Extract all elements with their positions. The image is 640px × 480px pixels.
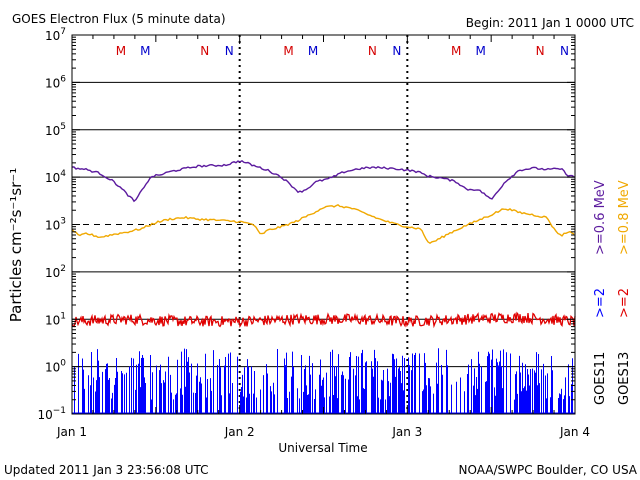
x-axis-ticks: Jan 1 Jan 2 Jan 3 Jan 4 <box>56 35 590 439</box>
noon-marker-3: N <box>225 44 234 58</box>
x-tick-label-0: Jan 1 <box>56 425 87 439</box>
series-layer <box>71 159 576 415</box>
series-goes13-2mev <box>71 311 576 329</box>
legend-g13-orange: >=0.8 MeV <box>617 180 632 255</box>
y-tick-label-8: 107 <box>45 27 66 43</box>
y-tick-label-0: 10−1 <box>37 406 66 422</box>
noon-marker-4: M <box>283 44 293 58</box>
begin-label: Begin: 2011 Jan 1 0000 UTC <box>466 16 634 30</box>
updated-label: Updated 2011 Jan 3 23:56:08 UTC <box>4 463 209 477</box>
noon-marker-6: N <box>368 44 377 58</box>
y-axis-label: Particles cm⁻²s⁻¹sr⁻¹ <box>7 168 25 322</box>
y-tick-label-7: 106 <box>45 74 66 90</box>
noon-marker-8: M <box>451 44 461 58</box>
chart-title: GOES Electron Flux (5 minute data) <box>12 12 226 26</box>
y-axis-ticks: 10−1 100 101 102 103 104 105 106 107 <box>37 27 575 422</box>
plot-border <box>71 34 576 415</box>
y-tick-label-5: 104 <box>45 169 66 185</box>
x-tick-label-1: Jan 2 <box>224 425 255 439</box>
noon-marker-0: M <box>116 44 126 58</box>
noon-marker-5: M <box>308 44 318 58</box>
noon-marker-11: N <box>560 44 569 58</box>
series-goes11-2mev <box>72 348 575 415</box>
noon-marker-1: M <box>140 44 150 58</box>
y-tick-label-2: 101 <box>45 311 66 327</box>
gridlines <box>72 35 575 414</box>
noon-marker-10: N <box>536 44 545 58</box>
y-tick-label-4: 103 <box>45 217 66 233</box>
noon-marker-9: M <box>476 44 486 58</box>
x-tick-label-3: Jan 4 <box>559 425 590 439</box>
legend-g11-blue: >=2 <box>593 288 608 318</box>
series-goes11-0.6mev <box>72 159 575 203</box>
series-goes13-0.8mev <box>71 203 575 245</box>
legend-goes13: GOES13 <box>617 352 632 405</box>
plot-frame <box>71 34 576 415</box>
credit-label: NOAA/SWPC Boulder, CO USA <box>459 463 638 477</box>
legend-g11-purple: >=0.6 MeV <box>593 180 608 255</box>
legend-g13-red: >=2 <box>617 288 632 318</box>
y-tick-label-1: 100 <box>45 359 66 375</box>
noon-marker-7: N <box>392 44 401 58</box>
legend: >=0.6 MeV >=0.8 MeV >=2 >=2 GOES11 GOES1… <box>593 180 632 405</box>
y-tick-label-3: 102 <box>45 264 66 280</box>
y-tick-label-6: 105 <box>45 122 66 138</box>
noon-marker-2: N <box>200 44 209 58</box>
x-tick-label-2: Jan 3 <box>391 425 422 439</box>
legend-goes11: GOES11 <box>593 352 608 405</box>
x-axis-label: Universal Time <box>278 441 367 455</box>
